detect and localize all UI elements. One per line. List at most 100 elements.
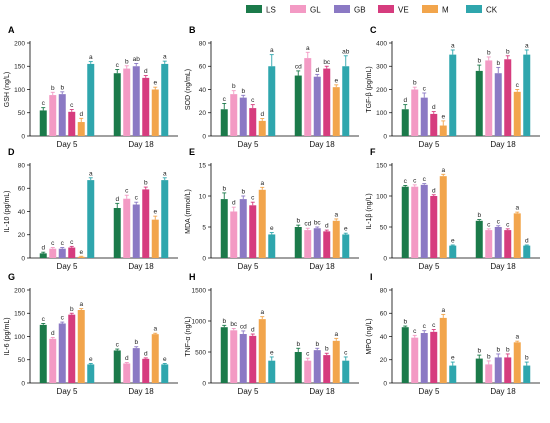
bar-m-day-18 xyxy=(151,334,159,383)
panel-letter: F xyxy=(370,147,376,157)
y-tick-label: 1500 xyxy=(192,287,207,294)
significance-label: b xyxy=(477,212,481,219)
significance-label: b xyxy=(222,185,226,192)
y-tick-label: 50 xyxy=(380,224,388,231)
significance-label: b xyxy=(144,180,148,187)
bar-gl-day-18 xyxy=(123,68,131,136)
category-label: Day 18 xyxy=(490,387,516,396)
bar-ls-day-18 xyxy=(294,227,302,258)
bar-gb-day-5 xyxy=(58,323,66,383)
significance-label: a xyxy=(451,42,455,49)
significance-label: a xyxy=(89,54,93,61)
significance-label: bc xyxy=(314,220,322,227)
significance-label: e xyxy=(153,209,157,216)
bar-ck-day-5 xyxy=(87,364,95,383)
bar-m-day-5 xyxy=(258,319,266,383)
y-tick-label: 400 xyxy=(376,40,387,47)
significance-label: c xyxy=(423,323,427,330)
panel-letter: C xyxy=(370,25,377,35)
significance-label: e xyxy=(163,356,167,363)
bar-gb-day-5 xyxy=(420,97,428,136)
panel-letter: D xyxy=(8,147,15,157)
bar-ve-day-18 xyxy=(504,357,512,383)
y-axis-label: IL-1β (ng/L) xyxy=(366,193,373,229)
significance-label: d xyxy=(144,350,148,357)
bar-gb-day-18 xyxy=(132,348,140,383)
bar-ve-day-18 xyxy=(323,355,331,383)
y-tick-label: 0 xyxy=(383,380,387,387)
significance-label: bc xyxy=(230,321,238,328)
significance-label: cd xyxy=(304,221,311,228)
bar-ck-day-5 xyxy=(268,234,276,258)
significance-label: d xyxy=(525,237,529,244)
legend-label-m: M xyxy=(442,6,449,15)
y-tick-label: 0 xyxy=(202,380,206,387)
significance-label: d xyxy=(79,111,83,118)
significance-label: c xyxy=(135,195,139,202)
y-tick-label: 50 xyxy=(18,110,26,117)
legend-swatch-ls xyxy=(246,5,262,13)
y-tick-label: 40 xyxy=(18,209,26,216)
significance-label: e xyxy=(451,237,455,244)
bar-ve-day-5 xyxy=(68,314,76,383)
significance-label: a xyxy=(89,170,93,177)
bar-gl-day-5 xyxy=(230,211,238,258)
bar-ck-day-18 xyxy=(161,63,169,136)
bar-gl-day-18 xyxy=(123,198,131,258)
significance-label: a xyxy=(79,301,83,308)
significance-label: c xyxy=(51,240,55,247)
significance-label: cd xyxy=(295,63,302,70)
y-tick-label: 200 xyxy=(14,40,25,47)
bar-gb-day-5 xyxy=(239,334,247,383)
y-tick-label: 60 xyxy=(380,311,388,318)
significance-label: c xyxy=(251,195,255,202)
significance-label: c xyxy=(70,239,74,246)
bar-ve-day-18 xyxy=(142,358,150,383)
y-tick-label: 80 xyxy=(380,287,388,294)
bar-gb-day-18 xyxy=(494,357,502,383)
bar-gb-day-5 xyxy=(239,97,247,136)
significance-label: b xyxy=(232,83,236,90)
bar-gl-day-5 xyxy=(411,186,419,258)
significance-label: a xyxy=(334,211,338,218)
significance-label: a xyxy=(515,205,519,212)
category-label: Day 5 xyxy=(57,262,78,271)
y-tick-label: 100 xyxy=(376,110,387,117)
y-tick-label: 50 xyxy=(18,357,26,364)
category-label: Day 5 xyxy=(57,387,78,396)
bar-m-day-5 xyxy=(258,189,266,258)
significance-label: c xyxy=(432,322,436,329)
bar-m-day-18 xyxy=(513,342,521,383)
significance-label: b xyxy=(60,84,64,91)
y-tick-label: 0 xyxy=(383,133,387,140)
category-label: Day 18 xyxy=(309,387,335,396)
significance-label: e xyxy=(153,80,157,87)
bar-m-day-18 xyxy=(332,220,340,258)
bar-ve-day-5 xyxy=(68,247,76,258)
y-tick-label: 150 xyxy=(376,162,387,169)
significance-label: c xyxy=(413,328,417,335)
significance-label: ab xyxy=(133,56,141,63)
bar-ls-day-18 xyxy=(113,208,121,258)
bar-ve-day-5 xyxy=(249,108,257,136)
y-tick-label: 20 xyxy=(199,110,207,117)
bar-gb-day-18 xyxy=(494,73,502,136)
bar-ls-day-18 xyxy=(294,75,302,136)
significance-label: e xyxy=(270,349,274,356)
significance-label: e xyxy=(344,226,348,233)
bar-gl-day-5 xyxy=(230,330,238,383)
legend-label-ck: CK xyxy=(486,6,498,15)
significance-label: b xyxy=(296,218,300,225)
bar-m-day-18 xyxy=(151,219,159,258)
significance-label: b xyxy=(525,355,529,362)
y-tick-label: 80 xyxy=(18,162,26,169)
significance-label: c xyxy=(487,221,491,228)
bar-ck-day-5 xyxy=(87,180,95,258)
bar-m-day-5 xyxy=(77,309,85,383)
category-label: Day 18 xyxy=(309,262,335,271)
y-tick-label: 40 xyxy=(199,87,207,94)
significance-label: bc xyxy=(323,59,331,66)
significance-label: b xyxy=(125,58,129,65)
